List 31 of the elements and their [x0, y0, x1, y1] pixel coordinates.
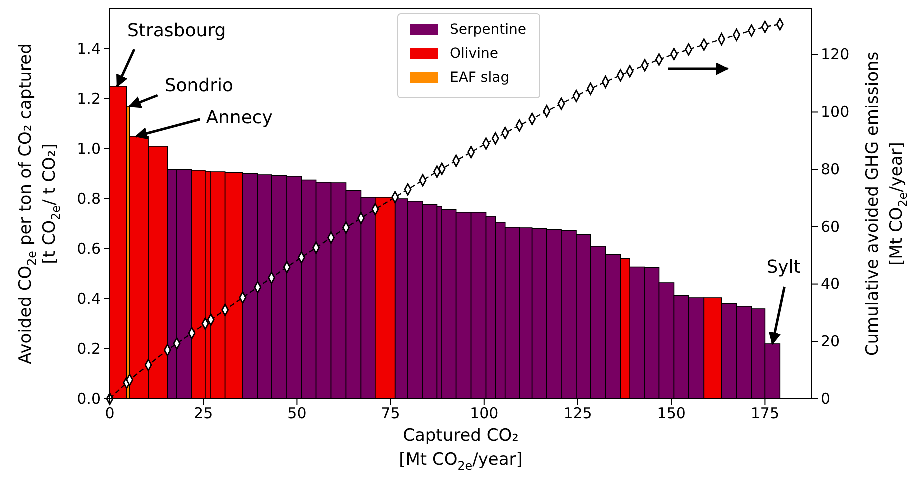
y2-tick-label: 100	[821, 103, 850, 122]
y-tick-label: 1.2	[77, 90, 101, 108]
y2-tick-label: 40	[821, 275, 840, 294]
x-tick-label: 0	[105, 404, 115, 423]
y2-tick-label: 0	[821, 390, 831, 408]
y2-tick-label: 120	[821, 46, 850, 64]
x-tick-label: 100	[470, 404, 499, 423]
y-tick-label: 1.4	[77, 40, 101, 58]
y2-tick-label: 20	[821, 332, 840, 350]
y-tick-label: 0.0	[77, 390, 101, 408]
x-tick-label: 125	[564, 404, 592, 423]
y-tick-label: 1.0	[77, 140, 101, 158]
y2-tick-label: 80	[821, 160, 840, 178]
annotation: Sylt	[766, 257, 801, 278]
y-tick-label: 0.8	[77, 190, 101, 208]
annotation: Annecy	[206, 108, 274, 128]
y2-tick-label: 60	[821, 218, 840, 236]
annotation: Sondrio	[164, 76, 234, 96]
annotation: Strasbourg	[127, 20, 226, 42]
x-tick-label: 175	[750, 404, 780, 423]
y-tick-label: 0.6	[77, 240, 101, 258]
x-tick-label: 150	[657, 404, 686, 423]
x-tick-label: 25	[194, 404, 214, 423]
y-tick-label: 0.4	[77, 290, 101, 308]
legend-label: EAF slag	[450, 70, 510, 86]
legend-label: Olivine	[450, 46, 498, 62]
legend-label: Serpentine	[450, 22, 526, 38]
x-tick-label: 50	[288, 404, 307, 423]
x-axis-title: Captured CO₂ [Mt CO$_{2e}$/year]	[399, 426, 523, 474]
x-tick-label: 75	[381, 404, 400, 423]
y-tick-label: 0.2	[77, 340, 101, 358]
